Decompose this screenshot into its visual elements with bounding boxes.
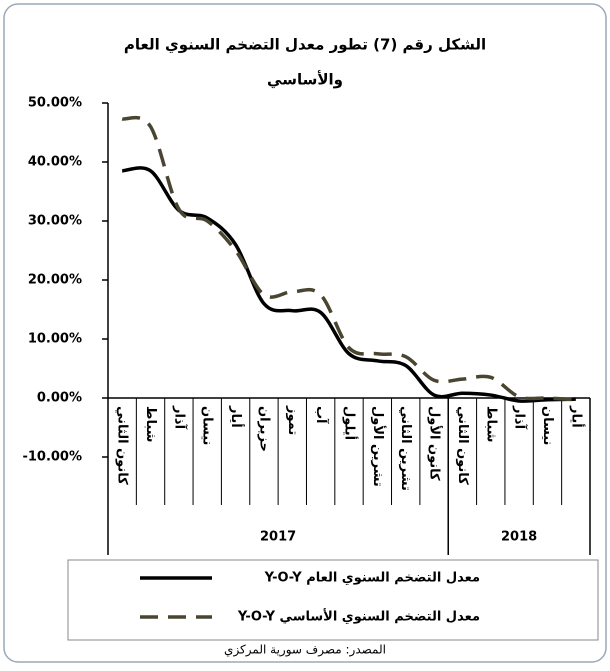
x-tick-label: تموز — [285, 405, 300, 435]
y-tick-label: 20.00% — [28, 273, 82, 288]
x-tick-label: نيسان — [540, 406, 555, 445]
y-tick-label: 30.00% — [28, 214, 82, 229]
legend-label: معدل التضخم السنوي العام Y-O-Y — [264, 571, 480, 586]
x-tick-label: نيسان — [200, 406, 215, 445]
y-tick-label: 50.00% — [28, 96, 82, 111]
chart-title: والأساسي — [267, 71, 343, 89]
y-tick-label: 0.00% — [37, 391, 82, 406]
x-tick-label: أيار — [228, 405, 245, 428]
x-tick-label: آب — [313, 406, 330, 424]
x-tick-label: كانون الثاني — [115, 406, 130, 485]
frame — [3, 3, 607, 663]
x-tick-label: أيلول — [342, 406, 359, 440]
x-tick-label: تشرين الثاني — [398, 406, 413, 491]
series-line — [121, 115, 576, 402]
legend-box — [67, 559, 599, 641]
legend-label: معدل التضخم السنوي الأساسي Y-O-Y — [237, 608, 480, 625]
x-tick-label: تشرين الأول — [370, 406, 387, 487]
x-tick-label: أيار — [568, 405, 585, 428]
x-tick-label: شباط — [483, 406, 498, 442]
x-tick-label: آذار — [171, 405, 188, 430]
group-label: 2017 — [260, 530, 296, 545]
y-tick-label: 40.00% — [28, 155, 82, 170]
group-label: 2018 — [501, 530, 537, 545]
x-tick-label: كانون الثاني — [455, 406, 470, 485]
chart-title: الشكل رقم (7) تطور معدل التضخم السنوي ال… — [124, 36, 486, 55]
y-tick-label: -10.00% — [22, 450, 82, 465]
series-line — [121, 166, 576, 403]
x-tick-label: آذار — [512, 405, 529, 430]
y-tick-label: 10.00% — [28, 332, 82, 347]
source: المصدر: مصرف سورية المركزي — [224, 643, 386, 658]
x-tick-label: حزيران — [256, 406, 271, 452]
x-tick-label: كانون الأول — [427, 406, 444, 481]
x-tick-label: شباط — [143, 406, 158, 442]
